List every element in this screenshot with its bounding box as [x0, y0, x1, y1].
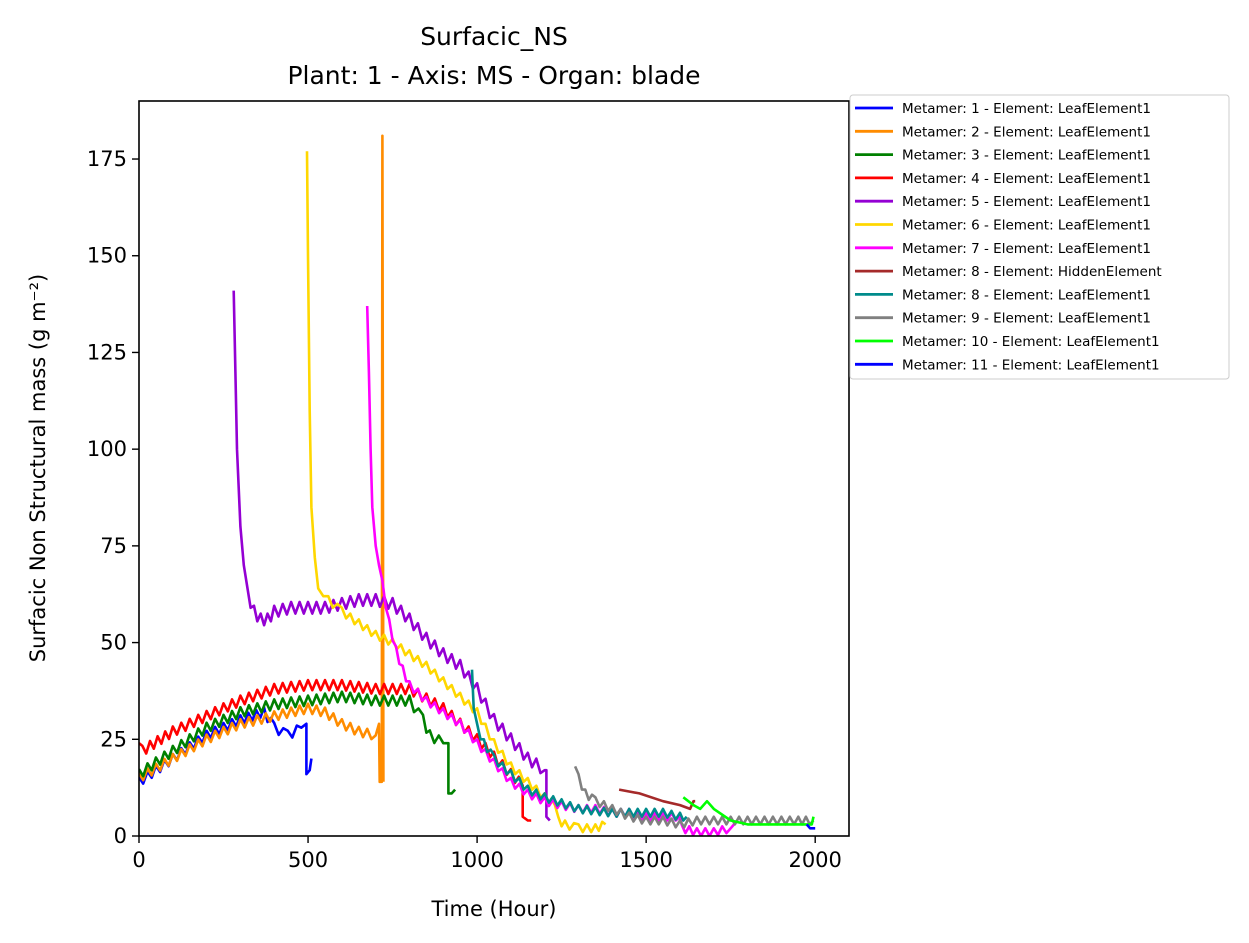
series-line-6	[305, 151, 607, 834]
y-tick-label: 0	[114, 824, 127, 848]
chart-title: Surfacic_NS	[420, 22, 568, 51]
legend-label: Metamer: 2 - Element: LeafElement1	[902, 124, 1151, 140]
series-line-5	[232, 290, 551, 822]
y-tick-label: 100	[87, 437, 127, 461]
y-tick-label: 50	[100, 631, 127, 655]
plot-area	[138, 100, 850, 837]
legend-label: Metamer: 8 - Element: LeafElement1	[902, 287, 1151, 303]
series-line-7	[365, 305, 735, 836]
series-line-9	[470, 669, 688, 822]
x-axis-label: Time (Hour)	[430, 897, 556, 921]
legend-frame	[849, 94, 1230, 380]
series-line-3	[139, 690, 457, 795]
chart-subtitle: Plant: 1 - Axis: MS - Organ: blade	[287, 61, 700, 90]
series-line-8	[618, 788, 696, 811]
x-tick-label: 500	[288, 848, 328, 872]
y-tick-label: 75	[100, 534, 127, 558]
series-line-12	[805, 823, 816, 830]
legend-label: Metamer: 9 - Element: LeafElement1	[902, 311, 1151, 327]
legend-label: Metamer: 10 - Element: LeafElement1	[902, 334, 1160, 350]
series-line-10	[573, 765, 815, 829]
legend-label: Metamer: 4 - Element: LeafElement1	[902, 171, 1151, 187]
y-tick-label: 175	[87, 147, 127, 171]
x-tick-label: 1000	[450, 848, 503, 872]
legend-label: Metamer: 6 - Element: LeafElement1	[902, 218, 1151, 234]
y-tick-label: 25	[100, 727, 127, 751]
x-axis: 0 500 1000 1500 2000	[132, 836, 842, 872]
y-tick-label: 150	[87, 244, 127, 268]
plot-frame	[138, 100, 850, 837]
legend: Metamer: 1 - Element: LeafElement1 Metame…	[849, 94, 1230, 380]
x-tick-label: 1500	[619, 848, 672, 872]
series-line-11	[682, 796, 815, 826]
y-axis: 0 25 50 75 100 125 150 175	[87, 147, 139, 848]
legend-label: Metamer: 8 - Element: HiddenElement	[902, 264, 1162, 280]
legend-label: Metamer: 3 - Element: LeafElement1	[902, 148, 1151, 164]
legend-label: Metamer: 1 - Element: LeafElement1	[902, 101, 1151, 117]
x-tick-label: 2000	[788, 848, 841, 872]
legend-label: Metamer: 7 - Element: LeafElement1	[902, 241, 1151, 257]
y-tick-label: 125	[87, 340, 127, 364]
x-tick-label: 0	[132, 848, 145, 872]
series-line-2	[139, 134, 385, 784]
y-axis-label: Surfacic Non Structural mass (g m⁻²)	[26, 274, 50, 663]
legend-label: Metamer: 11 - Element: LeafElement1	[902, 357, 1160, 373]
legend-label: Metamer: 5 - Element: LeafElement1	[902, 194, 1151, 210]
series-lines	[139, 134, 816, 836]
